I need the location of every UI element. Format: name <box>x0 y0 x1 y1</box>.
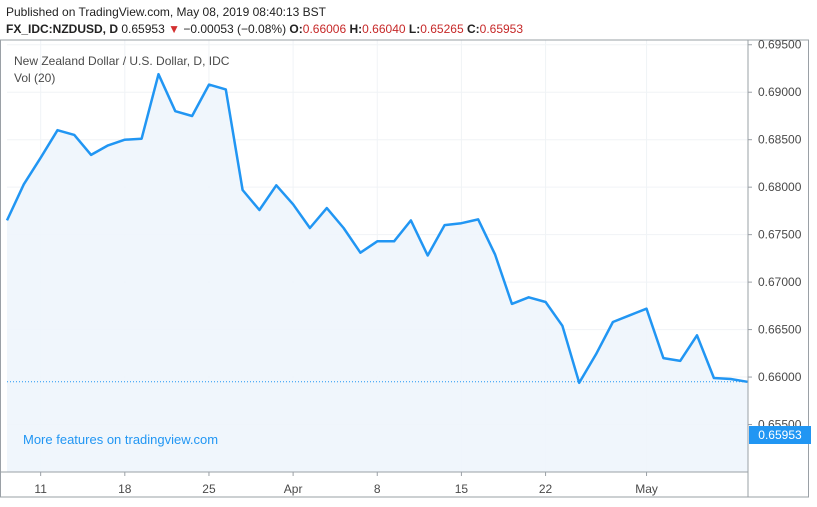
y-tick-label: 0.69500 <box>758 38 802 52</box>
volume-indicator-label[interactable]: Vol (20) <box>14 71 56 85</box>
x-tick-label: 18 <box>118 482 132 496</box>
price-line <box>5 72 748 385</box>
x-tick-label: 15 <box>455 482 469 496</box>
last-price: 0.65953 <box>121 22 165 36</box>
y-tick-label: 0.66000 <box>758 370 802 384</box>
y-axis[interactable]: 0.655000.660000.665000.670000.675000.680… <box>748 38 802 432</box>
x-tick-label: 8 <box>374 482 381 496</box>
series-title: New Zealand Dollar / U.S. Dollar, D, IDC <box>14 54 230 68</box>
x-tick-label: May <box>635 482 658 496</box>
x-tick-label: 22 <box>539 482 553 496</box>
price-change: −0.00053 (−0.08%) <box>183 22 287 36</box>
low-label: L: <box>408 22 421 36</box>
symbol-name: FX_IDC:NZDUSD, D <box>6 22 119 36</box>
open-label: O: <box>289 22 303 36</box>
y-tick-label: 0.67000 <box>758 275 802 289</box>
y-tick-label: 0.69000 <box>758 85 802 99</box>
last-price-tag: 0.65953 <box>749 426 811 444</box>
high-value: 0.66040 <box>362 22 406 36</box>
open-value: 0.66006 <box>302 22 347 36</box>
symbol-info-bar: FX_IDC:NZDUSD, D 0.65953 ▼ −0.00053 (−0.… <box>6 22 523 36</box>
close-value: 0.65953 <box>479 22 524 36</box>
y-tick-label: 0.66500 <box>758 323 802 337</box>
high-label: H: <box>349 22 363 36</box>
published-info: Published on TradingView.com, May 08, 20… <box>6 5 326 19</box>
y-tick-label: 0.67500 <box>758 228 802 242</box>
x-tick-label: Apr <box>284 482 303 496</box>
y-tick-label: 0.68500 <box>758 133 802 147</box>
promo-link[interactable]: More features on tradingview.com <box>23 432 219 447</box>
close-label: C: <box>466 22 480 36</box>
x-tick-label: 11 <box>34 482 47 496</box>
x-tick-label: 25 <box>202 482 216 496</box>
down-arrow-icon: ▼ <box>168 22 180 36</box>
chart-frame <box>0 39 809 498</box>
price-area-fill <box>7 74 748 472</box>
x-axis[interactable]: 11 18 25 Apr 8 15 22 May <box>34 472 658 496</box>
y-tick-label: 0.68000 <box>758 180 802 194</box>
low-value: 0.65265 <box>420 22 464 36</box>
